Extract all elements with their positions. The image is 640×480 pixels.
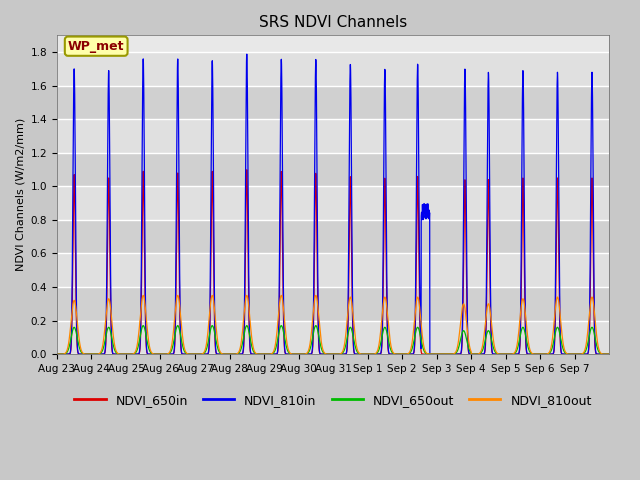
- Bar: [57, 153, 609, 186]
- Bar: [57, 287, 609, 321]
- Bar: [57, 220, 609, 253]
- Bar: [57, 186, 609, 220]
- Bar: [57, 52, 609, 85]
- Bar: [57, 321, 609, 354]
- Text: WP_met: WP_met: [68, 40, 124, 53]
- Legend: NDVI_650in, NDVI_810in, NDVI_650out, NDVI_810out: NDVI_650in, NDVI_810in, NDVI_650out, NDV…: [69, 389, 597, 412]
- Bar: [57, 85, 609, 119]
- Bar: [57, 253, 609, 287]
- Title: SRS NDVI Channels: SRS NDVI Channels: [259, 15, 407, 30]
- Y-axis label: NDVI Channels (W/m2/mm): NDVI Channels (W/m2/mm): [15, 118, 25, 271]
- Bar: [57, 119, 609, 153]
